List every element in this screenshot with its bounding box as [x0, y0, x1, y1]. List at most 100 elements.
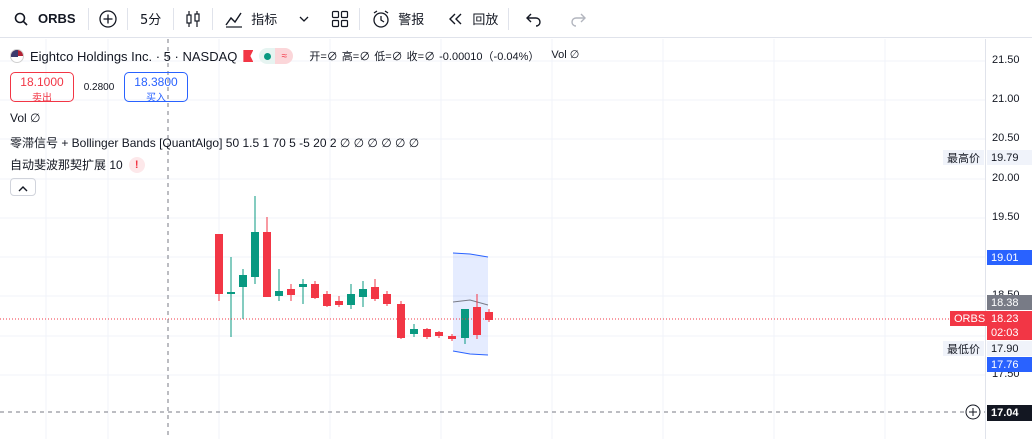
market-open-dot-icon: [259, 48, 276, 64]
sell-label: 卖出: [32, 93, 52, 104]
open-value: 开=∅: [309, 51, 338, 63]
price-tick: 20.00: [992, 172, 1020, 184]
candle: [423, 328, 431, 339]
symbol-search[interactable]: ORBS: [0, 0, 88, 38]
candle: [215, 234, 223, 301]
candlestick-icon: [182, 8, 204, 30]
replay-label: 回放: [472, 13, 499, 28]
bollinger-lower-value: 17.76: [987, 357, 1032, 372]
layouts-button[interactable]: [321, 0, 359, 38]
rewind-icon: [444, 8, 466, 30]
price-tick: 20.50: [992, 132, 1020, 144]
alert-button[interactable]: 警报: [360, 0, 434, 38]
plus-circle-icon: [97, 8, 119, 30]
candle: [371, 279, 379, 301]
low-value: 低=∅: [374, 51, 403, 63]
ohlc-values: 开=∅ 高=∅ 低=∅ 收=∅ -0.00010（-0.04%） Vol ∅: [309, 48, 579, 64]
chevron-down-icon: [293, 8, 315, 30]
divider: [359, 7, 361, 30]
high-value: 高=∅: [341, 51, 371, 63]
replay-button[interactable]: 回放: [434, 0, 508, 38]
candle: [251, 196, 259, 284]
buy-label: 买入: [146, 93, 166, 104]
spread-value: 0.2800: [83, 81, 115, 93]
interval-button[interactable]: 5分: [128, 0, 173, 38]
collapse-legend-button[interactable]: [10, 178, 36, 196]
high-price-label: 最高价: [943, 150, 984, 165]
indicator-zero-lag[interactable]: 零滞信号 + Bollinger Bands [QuantAlgo] 50 1.…: [10, 134, 419, 151]
tilde-icon: ≈: [275, 48, 294, 64]
interval-label: 5分: [140, 13, 162, 28]
alarm-clock-icon: [370, 8, 392, 30]
alert-label: 警报: [398, 13, 425, 28]
undo-button[interactable]: [509, 0, 559, 38]
search-icon: [10, 8, 32, 30]
price-tick: 21.50: [992, 54, 1020, 66]
candle: [263, 217, 271, 297]
price-axis[interactable]: 21.50 21.00 20.50 20.00 19.50 18.50 17.5…: [985, 39, 1032, 439]
top-toolbar: ORBS 5分 指标 警报: [0, 0, 1032, 38]
crosshair: [0, 39, 985, 439]
indicator-volume[interactable]: Vol ∅: [10, 111, 40, 125]
price-tick: 21.00: [992, 93, 1020, 105]
bollinger-upper-value: 19.01: [987, 250, 1032, 265]
candle: [311, 281, 319, 299]
redo-button[interactable]: [559, 0, 597, 38]
sell-button[interactable]: 18.1000 卖出: [10, 72, 74, 104]
candle: [485, 309, 493, 322]
candle: [275, 269, 283, 301]
last-price-value: 18.23: [987, 311, 1032, 326]
high-price-value: 19.79: [987, 150, 1032, 165]
candle: [299, 279, 307, 304]
candle: [397, 301, 405, 339]
divider: [127, 7, 128, 30]
legend-title[interactable]: Eightco Holdings Inc. · 5 · NASDAQ: [30, 48, 238, 64]
buy-button[interactable]: 18.3800 买入: [124, 72, 188, 104]
candle: [448, 334, 456, 341]
indicators-icon: [223, 8, 245, 30]
candle: [473, 294, 481, 339]
indicator-volume-label: Vol ∅: [10, 111, 41, 125]
candle: [435, 331, 443, 338]
indicator-zero-lag-label: 零滞信号 + Bollinger Bands [QuantAlgo] 50 1.…: [10, 136, 420, 150]
indicators-label: 指标: [251, 13, 278, 28]
grid-layout-icon: [329, 8, 351, 30]
indicator-fib-label: 自动斐波那契扩展 10: [10, 158, 123, 172]
candle: [227, 257, 235, 337]
divider: [212, 7, 214, 30]
candle: [323, 291, 331, 307]
buy-price: 18.3800: [134, 75, 178, 89]
vertical-gridlines: [45, 39, 886, 439]
price-chart[interactable]: [0, 39, 985, 439]
warning-icon[interactable]: !: [128, 156, 145, 173]
candle: [287, 284, 295, 301]
indicators-dropdown[interactable]: [287, 0, 321, 38]
redo-icon: [567, 8, 589, 30]
us-flag-icon: [10, 49, 24, 63]
sell-price: 18.1000: [20, 75, 64, 89]
change-value: -0.00010（-0.04%）: [439, 51, 540, 63]
indicator-fib-extension[interactable]: 自动斐波那契扩展 10 !: [10, 156, 145, 173]
crosshair-add-button[interactable]: [965, 404, 981, 420]
flag-marker-icon[interactable]: [243, 50, 254, 62]
candle: [410, 324, 418, 337]
ask-price-value: 18.38: [987, 295, 1032, 310]
symbol-name: ORBS: [38, 11, 76, 26]
indicators-button[interactable]: 指标: [213, 0, 287, 38]
divider: [88, 7, 89, 30]
chart-type-button[interactable]: [174, 0, 212, 38]
market-status-pill[interactable]: ≈: [259, 48, 294, 64]
divider: [173, 7, 175, 30]
candle: [239, 269, 247, 319]
undo-icon: [523, 8, 545, 30]
buy-sell-panel: 18.1000 卖出 0.2800 18.3800 买入: [10, 72, 188, 104]
compare-button[interactable]: [89, 0, 127, 38]
price-tick: 19.50: [992, 211, 1020, 223]
candle: [383, 291, 391, 306]
low-price-label: 最低价: [943, 341, 984, 356]
bar-countdown: 02:03: [987, 325, 1032, 340]
symbol-price-tag: ORBS: [950, 311, 990, 326]
divider: [508, 7, 510, 30]
candle: [461, 309, 469, 344]
volume-value: Vol ∅: [551, 49, 580, 61]
